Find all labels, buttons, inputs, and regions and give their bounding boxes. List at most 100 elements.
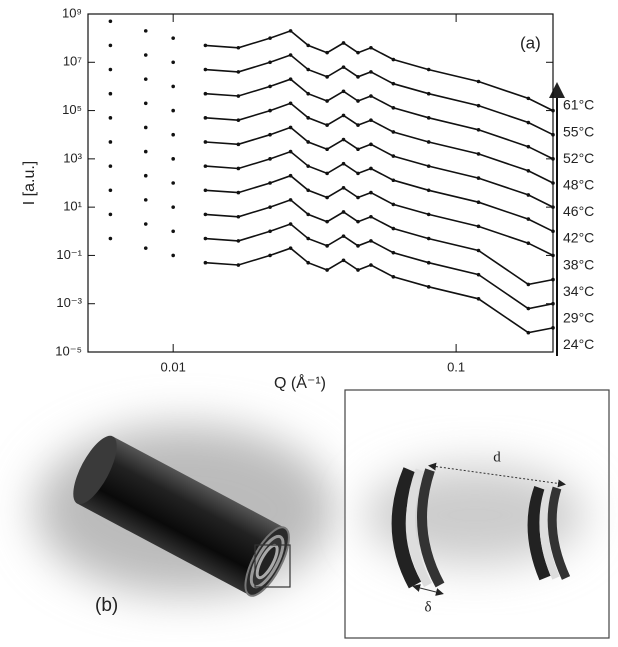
data-point bbox=[143, 246, 148, 250]
fit-line bbox=[205, 102, 554, 184]
data-point bbox=[391, 130, 396, 134]
data-point bbox=[341, 65, 346, 69]
data-point bbox=[391, 81, 396, 86]
data-point bbox=[268, 229, 272, 234]
data-point bbox=[306, 212, 310, 217]
data-point bbox=[426, 116, 431, 120]
data-point bbox=[325, 195, 329, 200]
data-point bbox=[268, 60, 272, 65]
data-point bbox=[203, 91, 208, 96]
data-point bbox=[526, 120, 531, 125]
data-point bbox=[306, 140, 310, 144]
y-tick-label: 10⁻³ bbox=[56, 295, 82, 310]
y-tick-label: 10⁹ bbox=[62, 5, 82, 20]
data-point bbox=[108, 67, 113, 72]
data-point bbox=[143, 222, 148, 226]
legend-label: 24°C bbox=[563, 336, 594, 352]
data-point bbox=[526, 217, 531, 221]
data-point bbox=[171, 229, 175, 234]
data-point bbox=[306, 164, 310, 168]
data-point bbox=[288, 101, 293, 106]
data-point bbox=[268, 36, 272, 40]
data-point bbox=[288, 149, 293, 154]
data-point bbox=[171, 132, 175, 137]
data-point bbox=[426, 188, 431, 193]
data-point bbox=[391, 226, 396, 231]
data-point bbox=[268, 157, 272, 161]
x-axis-label: Q (Å⁻¹) bbox=[274, 373, 326, 392]
data-point bbox=[391, 250, 396, 255]
legend-label: 52°C bbox=[563, 150, 594, 166]
data-point bbox=[356, 50, 360, 55]
data-point bbox=[551, 205, 555, 209]
data-point bbox=[108, 43, 113, 48]
data-point bbox=[391, 178, 396, 183]
data-point bbox=[288, 222, 293, 226]
data-point bbox=[306, 236, 310, 241]
data-point bbox=[369, 190, 373, 195]
data-point bbox=[341, 41, 346, 45]
data-point bbox=[306, 91, 310, 96]
data-point bbox=[369, 94, 373, 98]
data-point bbox=[268, 205, 272, 209]
data-point bbox=[551, 157, 555, 161]
data-point bbox=[551, 277, 555, 282]
data-point bbox=[341, 258, 346, 263]
data-point bbox=[203, 67, 208, 72]
data-point bbox=[426, 236, 431, 241]
data-point bbox=[526, 169, 531, 173]
fit-line bbox=[205, 174, 554, 257]
data-point bbox=[526, 96, 531, 101]
data-point bbox=[236, 263, 241, 267]
data-point bbox=[426, 91, 431, 96]
data-point bbox=[341, 234, 346, 238]
data-point bbox=[236, 118, 241, 122]
data-point bbox=[391, 106, 396, 110]
x-tick-label: 0.1 bbox=[447, 359, 465, 374]
data-point bbox=[236, 45, 241, 50]
legend-label: 46°C bbox=[563, 203, 594, 219]
data-point bbox=[369, 239, 373, 243]
y-tick-label: 10⁻⁵ bbox=[55, 343, 82, 358]
fit-line bbox=[205, 247, 554, 334]
data-point bbox=[203, 188, 208, 193]
data-point bbox=[306, 260, 310, 265]
data-point bbox=[268, 108, 272, 113]
data-point bbox=[426, 67, 431, 72]
data-point bbox=[108, 212, 113, 217]
x-tick-label: 0.01 bbox=[161, 359, 186, 374]
data-point bbox=[288, 53, 293, 57]
data-point bbox=[476, 272, 481, 277]
y-tick-label: 10⁵ bbox=[62, 102, 82, 117]
data-point bbox=[306, 43, 310, 48]
data-point bbox=[171, 253, 175, 258]
data-point bbox=[356, 123, 360, 127]
data-point bbox=[143, 101, 148, 106]
data-point bbox=[369, 166, 373, 171]
data-point bbox=[476, 224, 481, 229]
data-point bbox=[108, 140, 113, 144]
data-point bbox=[143, 173, 148, 178]
data-point bbox=[551, 229, 555, 234]
data-point bbox=[526, 193, 531, 197]
data-point bbox=[476, 79, 481, 84]
data-point bbox=[288, 77, 293, 81]
data-point bbox=[143, 198, 148, 202]
data-point bbox=[341, 186, 346, 190]
data-point bbox=[369, 214, 373, 219]
data-point bbox=[356, 75, 360, 79]
y-axis-label: I [a.u.] bbox=[21, 161, 38, 205]
data-point bbox=[356, 147, 360, 152]
data-point bbox=[476, 152, 481, 156]
data-point bbox=[551, 181, 555, 185]
data-point bbox=[236, 214, 241, 219]
data-point bbox=[108, 164, 113, 168]
data-point bbox=[325, 244, 329, 248]
legend-label: 55°C bbox=[563, 123, 594, 139]
data-point bbox=[341, 161, 346, 166]
fit-line bbox=[205, 223, 554, 310]
data-point bbox=[171, 205, 175, 209]
data-point bbox=[108, 236, 113, 241]
data-point bbox=[203, 164, 208, 168]
